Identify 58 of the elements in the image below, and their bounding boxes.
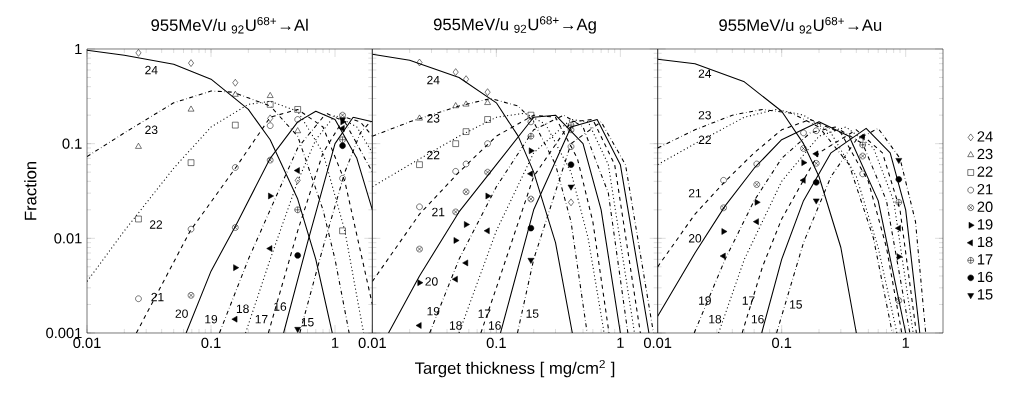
x-tick-label: 0.01 [643, 337, 672, 349]
x-tick-label: 0.01 [358, 337, 386, 349]
legend-label: 17 [977, 254, 993, 265]
legend-label: 21 [977, 184, 993, 195]
annotation: 18 [449, 321, 462, 330]
annotation: 20 [425, 277, 438, 286]
legend-label: 19 [977, 219, 993, 230]
legend-label: 16 [977, 271, 993, 283]
annotation: 23 [145, 125, 158, 135]
annotation: 18 [236, 304, 249, 314]
x-tick-label: 1 [617, 337, 624, 348]
annotation: 24 [698, 69, 712, 78]
annotation: 21 [151, 292, 164, 302]
annotation: 15 [301, 318, 314, 327]
annotation: 22 [698, 135, 711, 144]
annotation: 19 [205, 314, 218, 324]
y-tick-label: 0.001 [46, 327, 82, 339]
legend-label: 15 [977, 289, 993, 300]
annotation: 16 [488, 321, 501, 330]
annotation: 22 [149, 220, 163, 229]
annotation: 21 [688, 188, 702, 198]
annotation: 21 [432, 207, 445, 217]
annotation: 16 [751, 314, 764, 324]
chart-title: 955MeV/u $_{92}$U$^{68+}$→Ag [433, 16, 596, 34]
annotation: 16 [274, 302, 287, 311]
annotation: 24 [427, 75, 440, 85]
x-axis-title: Target thickness [ mg/cm$^{2}$ ] [415, 359, 615, 378]
x-tick-label: 1 [332, 337, 339, 348]
chart-title: 955MeV/u $_{92}$U$^{68+}$→Au [719, 16, 882, 34]
x-tick-label: 0.1 [772, 337, 792, 349]
x-tick-label: 1 [902, 337, 910, 348]
annotation: 20 [688, 234, 702, 243]
annotation: 20 [175, 309, 188, 318]
annotation: 15 [526, 309, 539, 318]
legend-label: 24 [977, 131, 993, 142]
chart-title: 955MeV/u $_{92}$U$^{68+}$→Al [151, 16, 308, 34]
legend-label: 20 [977, 201, 993, 212]
annotation: 17 [742, 296, 755, 305]
y-tick-label: 1 [75, 43, 82, 55]
legend-label: 22 [977, 166, 993, 177]
annotation: 19 [699, 296, 711, 305]
annotation: 23 [427, 114, 440, 123]
legend-label: 23 [977, 148, 993, 160]
y-tick-label: 0.01 [54, 233, 82, 244]
annotation: 22 [427, 150, 440, 160]
annotation: 15 [790, 300, 802, 309]
annotation: 17 [478, 309, 491, 318]
x-tick-label: 0.01 [73, 337, 101, 349]
annotation: 18 [709, 314, 722, 324]
legend-label: 18 [977, 236, 993, 248]
annotation: 17 [255, 315, 268, 324]
annotation: 23 [698, 110, 711, 120]
y-tick-label: 0.1 [62, 138, 82, 149]
annotation: 19 [427, 306, 440, 316]
y-axis-title: Fraction [24, 161, 37, 220]
x-tick-label: 0.1 [486, 337, 506, 349]
x-tick-label: 0.1 [201, 337, 221, 349]
annotation: 24 [145, 65, 158, 75]
